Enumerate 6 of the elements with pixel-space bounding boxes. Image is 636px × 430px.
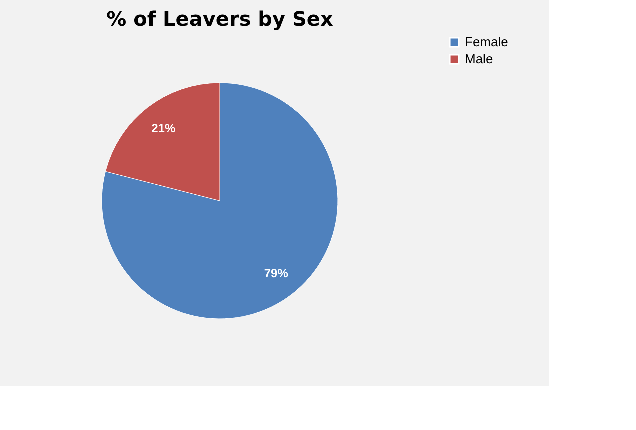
data-label: 21% — [152, 121, 176, 136]
data-label: 79% — [264, 266, 289, 281]
pie-slice — [102, 82, 338, 320]
legend-label: Male — [465, 52, 494, 66]
legend-label: Female — [465, 34, 508, 50]
chart-title: % of Leavers by Sex — [106, 7, 334, 31]
